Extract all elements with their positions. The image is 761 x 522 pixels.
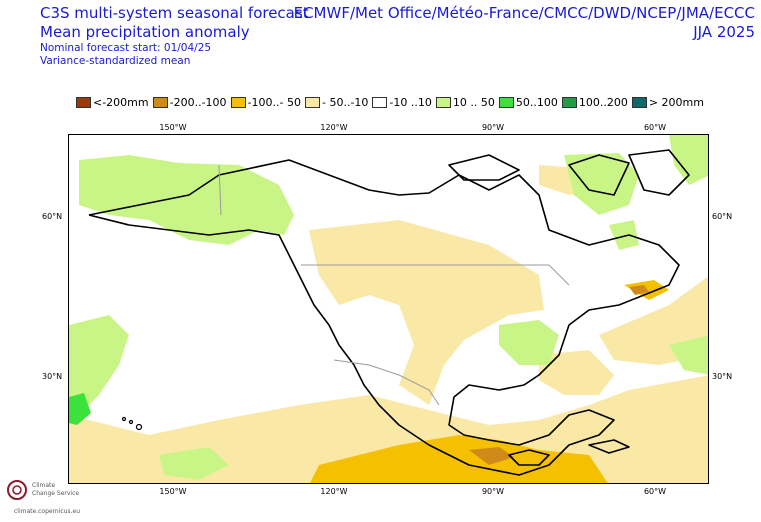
lon-label-bottom-120w: 120°W bbox=[320, 487, 348, 496]
logo-text: Climate Change Service bbox=[32, 482, 79, 498]
lat-label-left-60n: 60°N bbox=[42, 212, 63, 221]
legend-label: <-200mm bbox=[93, 96, 149, 109]
legend-item: -10 ..10 bbox=[372, 96, 432, 109]
copernicus-emblem-icon bbox=[7, 480, 27, 500]
legend-swatch bbox=[372, 97, 388, 108]
lon-label-bottom-60w: 60°W bbox=[643, 487, 667, 496]
color-legend: <-200mm -200..-100 -100..- 50 - 50..-10 -10 … bbox=[76, 96, 708, 109]
logo-url: climate.copernicus.eu bbox=[14, 508, 81, 515]
legend-item: - 50..-10 bbox=[304, 96, 369, 109]
lon-label-top-60w: 60°W bbox=[643, 123, 667, 132]
legend-label: - 50..-10 bbox=[321, 96, 369, 109]
lat-label-right-60n: 60°N bbox=[712, 212, 733, 221]
anomaly-dry-strong bbox=[469, 285, 649, 465]
lat-label-left-30n: 30°N bbox=[42, 372, 63, 381]
anomaly-wet-moderate bbox=[69, 393, 91, 425]
legend-label: 50..100 bbox=[515, 96, 558, 109]
title-right: ECMWF/Met Office/Météo-France/CMCC/DWD/N… bbox=[294, 4, 755, 42]
map-canvas bbox=[69, 135, 708, 483]
legend-item: -100..- 50 bbox=[230, 96, 301, 109]
map-panel bbox=[68, 134, 709, 484]
legend-label: -10 ..10 bbox=[389, 96, 432, 109]
season-label: JJA 2025 bbox=[693, 23, 755, 41]
anomaly-wet-light bbox=[69, 135, 708, 480]
legend-item: > 200mm bbox=[631, 96, 704, 109]
legend-label: 100..200 bbox=[578, 96, 628, 109]
legend-item: <-200mm bbox=[76, 96, 149, 109]
copernicus-logo: Climate Change Service bbox=[6, 478, 79, 502]
legend-label: -200..-100 bbox=[169, 96, 227, 109]
legend-swatch bbox=[498, 97, 514, 108]
lon-label-top-90w: 90°W bbox=[481, 123, 505, 132]
forecast-start: Nominal forecast start: 01/04/25 bbox=[40, 42, 212, 54]
legend-swatch bbox=[76, 97, 91, 108]
legend-label: 10 .. 50 bbox=[452, 96, 495, 109]
systems-list: ECMWF/Met Office/Météo-France/CMCC/DWD/N… bbox=[293, 4, 755, 22]
legend-swatch bbox=[561, 97, 577, 108]
map-title: C3S multi-system seasonal forecast bbox=[40, 4, 309, 22]
logo-name-line1: Climate bbox=[32, 482, 56, 489]
borders bbox=[218, 164, 570, 406]
legend-swatch bbox=[304, 97, 320, 108]
legend-item: 10 .. 50 bbox=[435, 96, 495, 109]
statistic-label: Variance-standardized mean bbox=[40, 55, 191, 67]
logo-name-line2: Change Service bbox=[32, 490, 80, 497]
legend-swatch bbox=[152, 97, 168, 108]
lat-label-right-30n: 30°N bbox=[712, 372, 733, 381]
legend-item: 100..200 bbox=[561, 96, 628, 109]
title-block: C3S multi-system seasonal forecast Mean … bbox=[40, 4, 309, 68]
map-variable: Mean precipitation anomaly bbox=[40, 23, 250, 41]
hawaii-islands bbox=[121, 416, 143, 431]
legend-swatch bbox=[631, 97, 647, 108]
legend-label: > 200mm bbox=[648, 96, 704, 109]
legend-swatch bbox=[230, 97, 246, 108]
lon-label-bottom-150w: 150°W bbox=[159, 487, 187, 496]
legend-item: -200..-100 bbox=[152, 96, 227, 109]
lon-label-top-150w: 150°W bbox=[159, 123, 187, 132]
legend-swatch bbox=[435, 97, 451, 108]
lon-label-bottom-90w: 90°W bbox=[481, 487, 505, 496]
legend-item: 50..100 bbox=[498, 96, 558, 109]
coastlines bbox=[88, 149, 690, 476]
lon-label-top-120w: 120°W bbox=[320, 123, 348, 132]
legend-label: -100..- 50 bbox=[247, 96, 301, 109]
